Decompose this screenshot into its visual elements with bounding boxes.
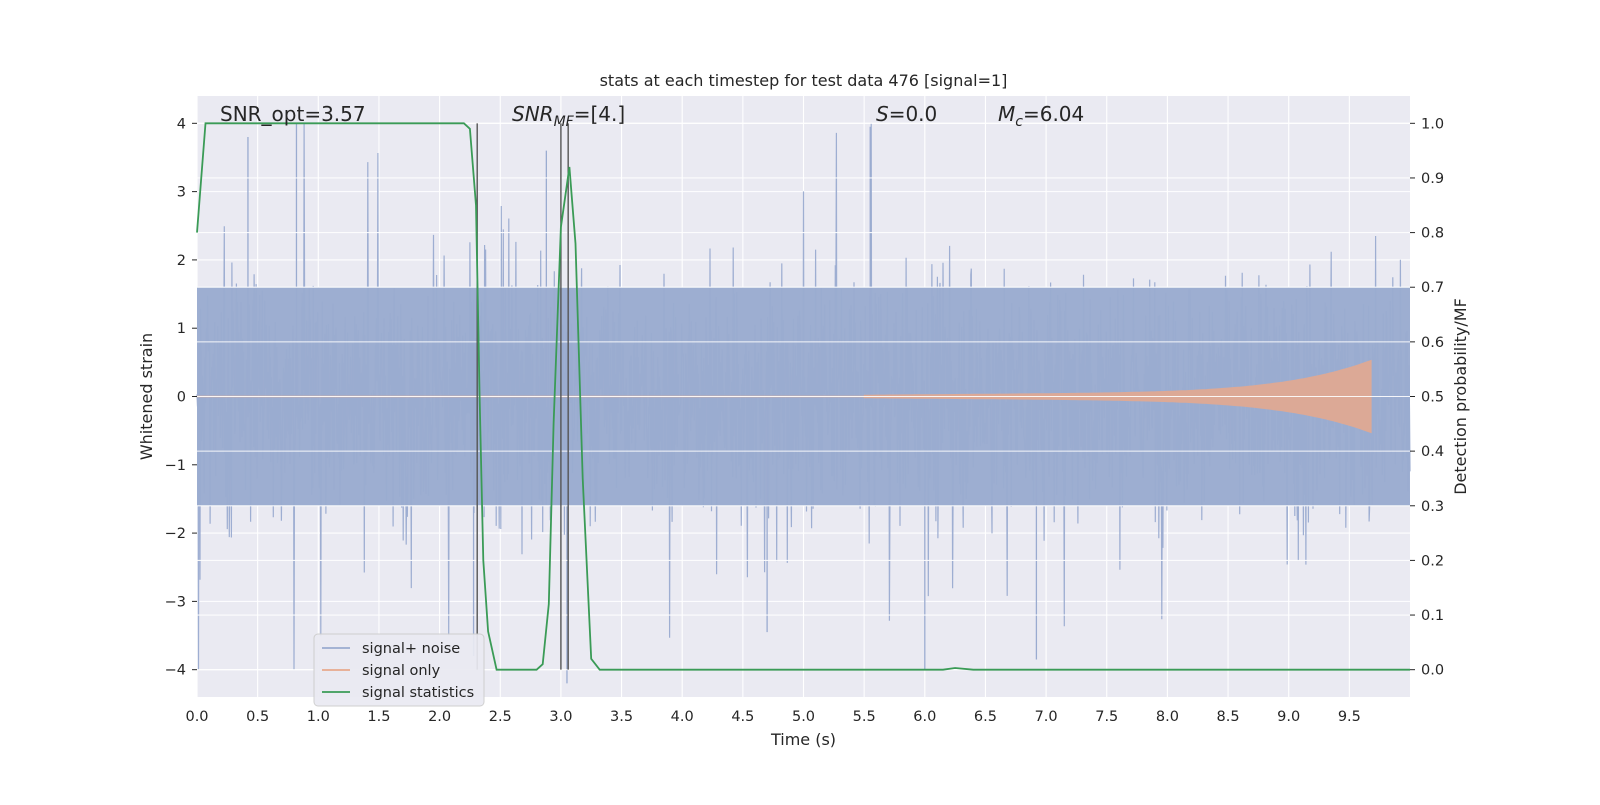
y2-tick-label: 0.1 <box>1421 608 1444 624</box>
annotation-subscript: c <box>1015 114 1023 130</box>
x-tick-label: 8.0 <box>1156 709 1179 725</box>
y-axis-label: Whitened strain <box>137 333 156 460</box>
y-tick-label: −1 <box>165 458 186 474</box>
y-tick-label: −3 <box>165 594 186 610</box>
x-tick-label: 9.5 <box>1338 709 1361 725</box>
y2-tick-label: 0.9 <box>1421 171 1444 187</box>
y2-tick-label: 0.5 <box>1421 390 1444 406</box>
legend: signal+ noise signal only signal statistic… <box>313 633 485 707</box>
x-tick-label: 1.0 <box>307 709 330 725</box>
x-tick-label: 5.0 <box>792 709 815 725</box>
x-tick-label: 0.0 <box>185 709 208 725</box>
s-annotation: S=0.0 <box>876 102 937 126</box>
annotation-value: =6.04 <box>1023 102 1084 126</box>
y2-tick-label: 0.2 <box>1421 553 1444 569</box>
snr-opt-annotation: SNR_opt=3.57 <box>220 102 366 126</box>
x-tick-label: 4.5 <box>731 709 754 725</box>
x-axis-ticks: 0.0 0.5 1.0 1.5 2.0 2.5 3.0 3.5 4.0 4.5 5.0 5.5 6.0 6… <box>185 709 1360 725</box>
y2-tick-label: 0.7 <box>1421 280 1444 296</box>
x-tick-label: 3.0 <box>549 709 572 725</box>
y-tick-label: 3 <box>177 185 186 201</box>
annotation-symbol: S <box>876 102 889 126</box>
y2-tick-label: 1.0 <box>1421 116 1444 132</box>
signal-statistics-series <box>196 122 1410 671</box>
x-tick-label: 6.0 <box>913 709 936 725</box>
annotation-subscript: MF <box>554 114 575 130</box>
y-tick-label: 2 <box>177 253 186 269</box>
vertical-lines <box>476 123 569 670</box>
x-tick-label: 7.5 <box>1095 709 1118 725</box>
y-axis-ticks: 4 3 2 1 0 −1 −2 −3 −4 <box>165 116 197 679</box>
y2-axis-label: Detection probability/MF <box>1451 298 1470 495</box>
x-tick-label: 0.5 <box>246 709 269 725</box>
x-tick-label: 2.5 <box>489 709 512 725</box>
y-tick-label: −4 <box>165 663 186 679</box>
x-tick-label: 9.0 <box>1277 709 1300 725</box>
y2-tick-label: 0.4 <box>1421 444 1444 460</box>
y2-tick-label: 0.3 <box>1421 499 1444 515</box>
signal-statistics-line <box>196 122 1410 671</box>
x-tick-label: 2.0 <box>428 709 451 725</box>
x-tick-label: 1.5 <box>367 709 390 725</box>
mc-annotation: Mc=6.04 <box>998 102 1084 130</box>
y-tick-label: −2 <box>165 526 186 542</box>
x-tick-label: 8.5 <box>1217 709 1240 725</box>
annotation-value: =[4.] <box>574 102 625 126</box>
y-tick-label: 1 <box>177 321 186 337</box>
y2-tick-label: 0.8 <box>1421 226 1444 242</box>
x-tick-label: 6.5 <box>974 709 997 725</box>
legend-label: signal only <box>362 663 441 679</box>
y2-tick-label: 0.6 <box>1421 335 1444 351</box>
snr-mf-annotation: SNRMF=[4.] <box>512 102 625 130</box>
y2-axis-ticks: 1.0 0.9 0.8 0.7 0.6 0.5 0.4 0.3 0.2 0.1 0.0 <box>1410 116 1444 679</box>
legend-box <box>313 633 485 707</box>
annotation-symbol: SNR <box>512 102 554 126</box>
x-tick-label: 5.5 <box>853 709 876 725</box>
legend-label: signal statistics <box>362 685 474 701</box>
y2-tick-label: 0.0 <box>1421 663 1444 679</box>
chart-title: stats at each timestep for test data 476… <box>600 71 1008 90</box>
annotation-value: =0.0 <box>889 102 938 126</box>
annotation-symbol: M <box>998 102 1015 126</box>
x-tick-label: 4.0 <box>671 709 694 725</box>
legend-label: signal+ noise <box>362 641 460 657</box>
y-tick-label: 4 <box>177 116 186 132</box>
x-tick-label: 7.0 <box>1035 709 1058 725</box>
x-tick-label: 3.5 <box>610 709 633 725</box>
y-tick-label: 0 <box>177 390 186 406</box>
x-axis-label: Time (s) <box>770 730 836 749</box>
